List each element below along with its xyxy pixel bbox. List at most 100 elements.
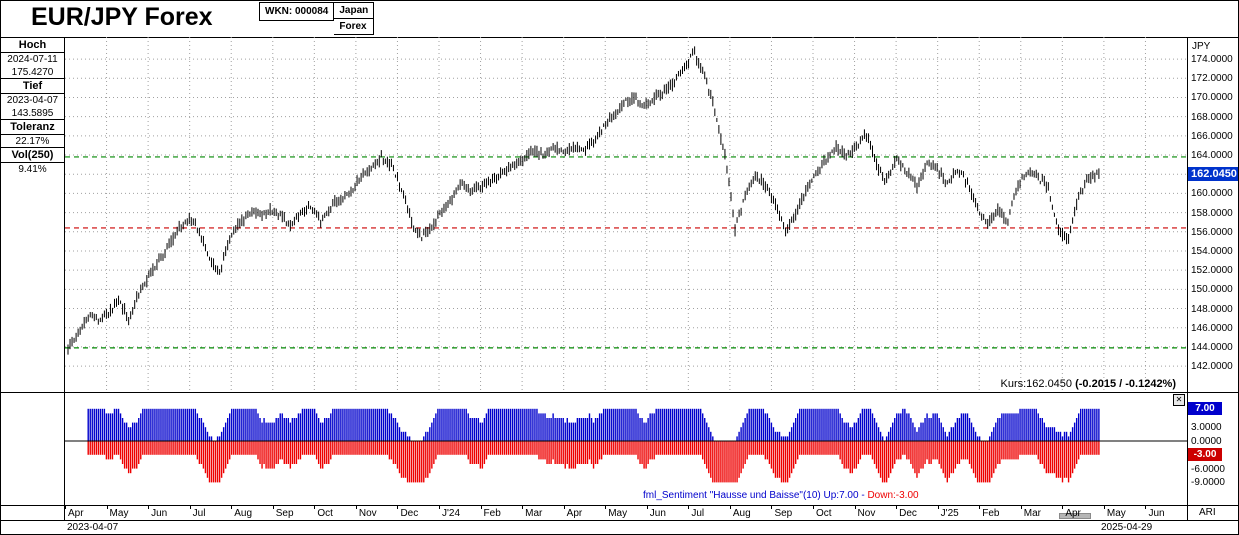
month-tick: [937, 505, 939, 509]
month-label: Mar: [1023, 508, 1041, 519]
quote-change: (-0.2015 / -0.1242%): [1075, 378, 1176, 390]
month-label: May: [1106, 508, 1126, 519]
price-tick-label: 144.0000: [1191, 341, 1233, 353]
month-tick: [729, 505, 731, 509]
month-label: Jun: [649, 508, 666, 519]
month-tick: [522, 505, 524, 509]
price-tick-label: 148.0000: [1191, 303, 1233, 315]
sentiment-chart-canvas[interactable]: [65, 393, 1187, 505]
month-tick: [272, 505, 274, 509]
wkn-label: WKN: 000084: [259, 2, 335, 21]
month-tick: [148, 505, 150, 509]
sentiment-tick-label: -6.0000: [1191, 463, 1225, 475]
price-tick-label: 142.0000: [1191, 361, 1233, 373]
xaxis-bottom-line: [1, 520, 1238, 521]
month-label: Aug: [234, 508, 253, 519]
month-tick: [106, 505, 108, 509]
month-label: Nov: [358, 508, 377, 519]
sentiment-legend-down: Down:-3.00: [867, 490, 919, 501]
month-tick: [397, 505, 399, 509]
month-tick: [355, 505, 357, 509]
month-label: Apr: [1065, 508, 1081, 519]
market-cell: Japan Forex: [334, 2, 375, 35]
sentiment-up-badge: 7.00: [1188, 401, 1222, 415]
month-label: Oct: [317, 508, 333, 519]
month-label: Sep: [275, 508, 294, 519]
month-label: Oct: [816, 508, 832, 519]
vendor-label: ARI: [1199, 507, 1216, 518]
price-tick-label: 158.0000: [1191, 207, 1233, 219]
sentiment-legend-up: fml_Sentiment "Hausse und Baisse"(10) Up…: [643, 490, 868, 501]
price-tick-label: 168.0000: [1191, 111, 1233, 123]
month-label: Jun: [1148, 508, 1165, 519]
month-tick: [688, 505, 690, 509]
stat-value: 2024-07-11: [7, 54, 58, 65]
month-label: Nov: [857, 508, 876, 519]
stat-label: Tief: [1, 78, 64, 94]
month-label: Feb: [982, 508, 1000, 519]
month-tick: [189, 505, 191, 509]
month-tick: [1103, 505, 1105, 509]
month-tick: [480, 505, 482, 509]
month-label: Aug: [732, 508, 751, 519]
range-end-date: 2025-04-29: [1101, 522, 1153, 533]
month-label: Sep: [774, 508, 793, 519]
month-tick: [1145, 505, 1147, 509]
sentiment-down-badge: -3.00: [1188, 447, 1222, 461]
month-tick: [65, 505, 66, 509]
month-label: J'24: [442, 508, 461, 519]
header-divider: [1, 37, 1238, 38]
quote-line: Kurs:162.0450 (-0.2015 / -0.1242%): [1000, 378, 1176, 390]
month-label: Jul: [691, 508, 705, 519]
month-tick: [439, 505, 440, 509]
stat-value: 22.17%: [15, 136, 50, 147]
stat-label: Vol(250): [1, 147, 64, 163]
market-country: Japan: [334, 3, 374, 19]
month-tick: [896, 505, 898, 509]
month-label: Jul: [192, 508, 206, 519]
sentiment-bottom-line: [1, 505, 1238, 506]
sentiment-tick-label: 3.0000: [1191, 422, 1222, 434]
price-tick-label: 160.0000: [1191, 188, 1233, 200]
price-axis-unit: JPY: [1192, 41, 1211, 52]
sentiment-tick-label: 0.0000: [1191, 436, 1222, 447]
month-label: Dec: [899, 508, 917, 519]
range-start-date: 2023-04-07: [67, 522, 119, 533]
price-tick-label: 156.0000: [1191, 226, 1233, 238]
month-tick: [563, 505, 565, 509]
price-tick-label: 150.0000: [1191, 284, 1233, 296]
month-tick: [1062, 505, 1064, 509]
stat-value: 9.41%: [18, 164, 47, 175]
month-label: Feb: [483, 508, 501, 519]
scrollbar-thumb[interactable]: [1059, 513, 1091, 519]
price-tick-label: 164.0000: [1191, 150, 1233, 161]
stat-label: Hoch: [1, 37, 64, 53]
stat-label: Toleranz: [1, 119, 64, 135]
month-label: Dec: [400, 508, 419, 519]
price-tick-label: 172.0000: [1191, 73, 1233, 85]
stat-value: 2023-04-07: [6, 95, 59, 106]
stats-sidebar: Hoch 2024-07-11 175.4270 Tief 2023-04-07 143.…: [1, 37, 64, 176]
price-tick-label: 174.0000: [1191, 54, 1233, 66]
sidebar-divider: [64, 37, 65, 520]
last-price-badge: 162.0450: [1188, 166, 1238, 181]
stat-value: 175.4270: [11, 67, 54, 78]
instrument-info-box: WKN: 000084 Japan Forex: [259, 2, 375, 35]
price-tick-label: 170.0000: [1191, 92, 1233, 104]
price-chart-canvas[interactable]: [65, 37, 1187, 392]
month-tick: [1020, 505, 1022, 509]
month-tick: [854, 505, 856, 509]
price-tick-label: 152.0000: [1191, 265, 1233, 277]
month-tick: [231, 505, 233, 509]
stat-value: 143.5895: [11, 108, 54, 119]
month-tick: [605, 505, 607, 509]
month-label: Apr: [68, 508, 84, 519]
close-icon[interactable]: ✕: [1173, 394, 1185, 406]
month-tick: [771, 505, 773, 509]
sentiment-tick-label: -9.0000: [1191, 477, 1225, 489]
price-tick-label: 146.0000: [1191, 322, 1233, 334]
axis-divider: [1187, 37, 1188, 520]
price-tick-label: 154.0000: [1191, 245, 1233, 257]
price-tick-label: 166.0000: [1191, 130, 1233, 142]
